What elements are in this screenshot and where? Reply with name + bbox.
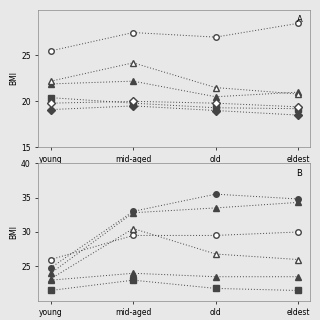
Y-axis label: BMI: BMI: [9, 225, 18, 239]
Y-axis label: BMI: BMI: [9, 71, 18, 85]
Text: A: A: [297, 15, 302, 24]
Legend: +5%, +10%, +25%, +75%, +90%, +95%: +5%, +10%, +25%, +75%, +90%, +95%: [98, 192, 251, 197]
Text: B: B: [296, 169, 302, 178]
